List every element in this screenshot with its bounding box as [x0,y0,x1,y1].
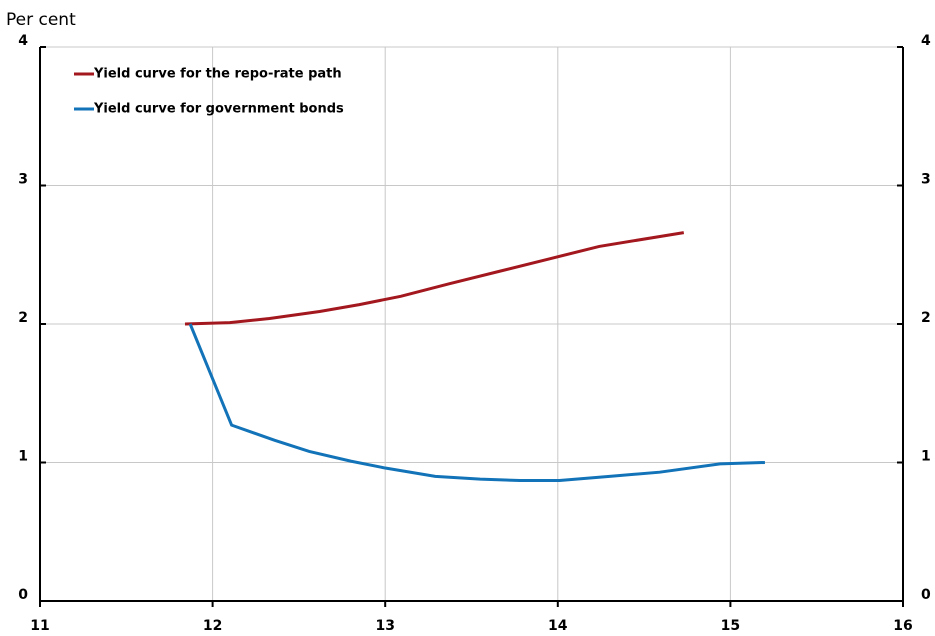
line [184,231,685,326]
y2-tick-label: 0 [921,587,931,603]
y-tick-label: 3 [18,172,28,188]
legend-label: Yield curve for government bonds [93,102,344,117]
x-tick-label: 16 [893,618,912,634]
line [188,323,765,483]
x-tick-label: 13 [375,618,394,634]
x-tick-label: 12 [203,618,222,634]
y-axis-label: Per cent [6,10,76,30]
y2-tick-label: 2 [921,310,931,326]
legend-label: Yield curve for the repo-rate path [93,67,342,82]
y-tick-label: 1 [18,449,28,465]
x-tick-label: 14 [548,618,568,634]
y2-tick-label: 3 [921,172,931,188]
y-tick-label: 0 [18,587,28,603]
y-tick-label: 2 [18,310,28,326]
x-tick-label: 11 [30,618,49,634]
x-tick-label: 15 [721,618,740,634]
y2-tick-label: 1 [921,449,931,465]
y-tick-label: 4 [18,33,28,49]
y2-tick-label: 4 [921,33,931,49]
